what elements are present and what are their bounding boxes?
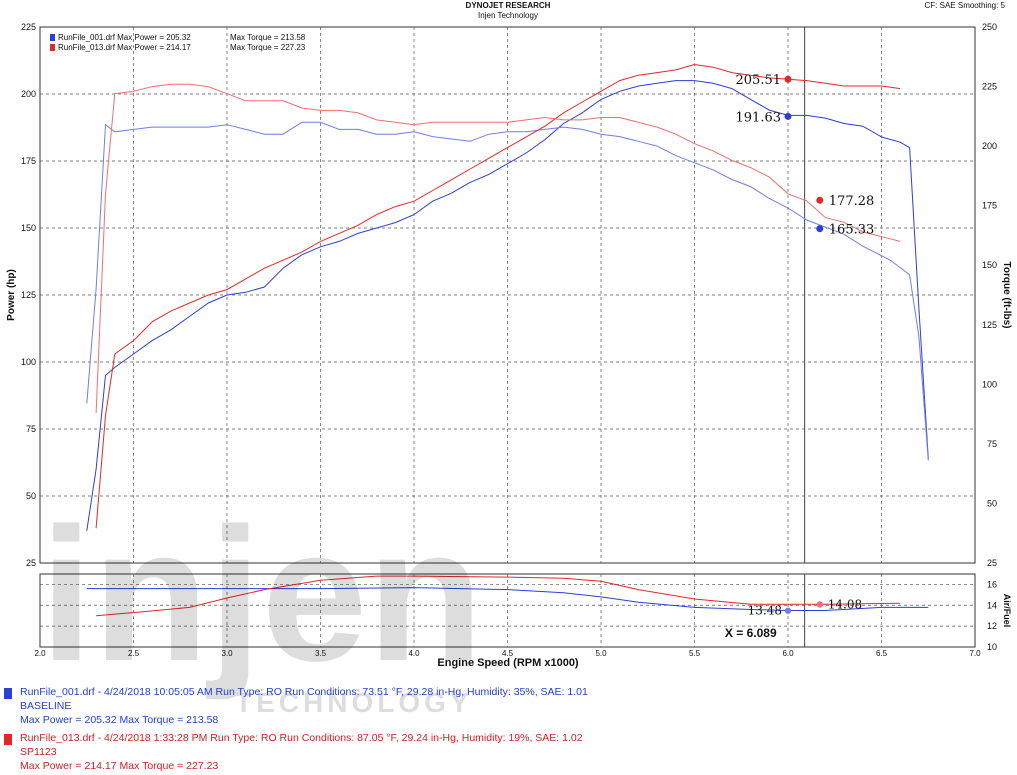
torque-tick-label: 125 xyxy=(982,320,997,330)
series-runfile_013-power xyxy=(95,63,901,529)
x-tick-label: 3.5 xyxy=(315,649,327,658)
x-tick-label: 5.0 xyxy=(595,649,607,658)
run1-info-line1: RunFile_001.drf - 4/24/2018 10:05:05 AM … xyxy=(20,686,588,698)
marker-torque-165.33 xyxy=(816,225,824,233)
power-tick-label: 25 xyxy=(26,558,36,568)
power-tick-label: 125 xyxy=(21,290,36,300)
series-runfile_013-torque xyxy=(95,83,901,413)
main-plot: 25 50 75 100 125 150 175 200 225 25 50 75 100 125 150 1… xyxy=(6,22,1012,568)
run1-swatch xyxy=(4,688,12,699)
header-subtitle: Injen Technology xyxy=(478,11,538,20)
power-tick-label: 200 xyxy=(21,89,36,99)
torque-tick-label: 250 xyxy=(982,22,997,32)
x-tick-label: 2.0 xyxy=(34,649,46,658)
run2-swatch xyxy=(4,734,12,745)
x-tick-label: 7.0 xyxy=(969,649,981,658)
legend-entry-1: RunFile_001.drf Max Power = 205.32 xyxy=(58,33,191,42)
header-title: DYNOJET RESEARCH xyxy=(466,1,551,10)
torque-tick-label: 175 xyxy=(982,201,997,211)
x-axis-label: Engine Speed (RPM x1000) xyxy=(437,657,579,669)
series-runfile_001-torque xyxy=(86,121,929,461)
x-tick-label: 5.5 xyxy=(689,649,701,658)
power-tick-label: 75 xyxy=(26,424,36,434)
cursor-x-label: X = 6.089 xyxy=(725,626,777,640)
torque-tick-label: 200 xyxy=(982,141,997,151)
airfuel-marker-label: 14.08 xyxy=(828,597,862,611)
marker-label: 177.28 xyxy=(829,194,875,209)
torque-tick-label: 25 xyxy=(987,558,997,568)
torque-tick-label: 225 xyxy=(982,82,997,92)
torque-axis-label: Torque (ft-lbs) xyxy=(1001,261,1012,328)
marker-power-205.51 xyxy=(784,75,792,83)
watermark: injen TECHNOLOGY xyxy=(40,489,483,718)
x-tick-label: 2.5 xyxy=(128,649,140,658)
airfuel-tick-label: 16 xyxy=(987,579,997,589)
legend-swatch xyxy=(50,34,55,41)
legend-entry-2: RunFile_013.drf Max Power = 214.17 xyxy=(58,43,191,52)
marker-torque-177.28 xyxy=(816,196,824,204)
x-tick-label: 4.0 xyxy=(408,649,420,658)
x-tick-label: 4.5 xyxy=(502,649,514,658)
power-tick-label: 225 xyxy=(21,22,36,32)
run1-info-line2: BASELINE xyxy=(20,700,72,712)
power-axis-label: Power (hp) xyxy=(6,269,17,321)
legend-torque-2: Max Torque = 227.23 xyxy=(230,43,306,52)
marker-power-191.63 xyxy=(784,112,792,120)
power-tick-label: 175 xyxy=(21,156,36,166)
run2-info-line2: SP1123 xyxy=(20,746,57,758)
power-tick-label: 50 xyxy=(26,491,36,501)
x-tick-label: 6.5 xyxy=(876,649,888,658)
x-tick-label: 6.0 xyxy=(782,649,794,658)
torque-tick-label: 100 xyxy=(982,379,997,389)
series-runfile_001-power xyxy=(86,80,929,531)
marker-label: 191.63 xyxy=(736,110,782,125)
airfuel-marker-13.48 xyxy=(784,607,792,614)
torque-tick-label: 75 xyxy=(987,439,997,449)
x-tick-label: 3.0 xyxy=(221,649,233,658)
airfuel-series-runfile_001 xyxy=(86,587,929,611)
airfuel-plot: 2.0 2.5 3.0 3.5 4.0 4.5 5.0 5.5 6.0 6.5 7.0 10 12 14 1… xyxy=(34,573,1012,669)
power-tick-label: 100 xyxy=(21,357,36,367)
airfuel-marker-14.08 xyxy=(816,601,823,608)
watermark-logo: injen xyxy=(40,489,483,701)
airfuel-series-runfile_013 xyxy=(96,575,901,617)
torque-tick-label: 50 xyxy=(987,498,997,508)
torque-tick-label: 150 xyxy=(982,260,997,270)
airfuel-tick-label: 12 xyxy=(987,621,997,631)
run2-info-line1: RunFile_013.drf - 4/24/2018 1:33:28 PM R… xyxy=(20,732,583,744)
run2-info-line3: Max Power = 214.17 Max Torque = 227.23 xyxy=(20,760,219,772)
airfuel-tick-label: 14 xyxy=(987,600,997,610)
marker-label: 205.51 xyxy=(736,73,782,88)
airfuel-axis-label: Air/Fuel xyxy=(1002,594,1012,628)
legend-swatch xyxy=(50,44,55,51)
marker-label: 165.33 xyxy=(829,223,875,238)
legend-torque-1: Max Torque = 213.58 xyxy=(230,33,306,42)
run1-info-line3: Max Power = 205.32 Max Torque = 213.58 xyxy=(20,714,219,726)
watermark-sub: TECHNOLOGY xyxy=(235,687,473,718)
airfuel-marker-label: 13.48 xyxy=(748,604,782,618)
airfuel-tick-label: 10 xyxy=(987,642,997,652)
header-corner: CF: SAE Smoothing: 5 xyxy=(925,1,1006,10)
power-tick-label: 150 xyxy=(21,223,36,233)
